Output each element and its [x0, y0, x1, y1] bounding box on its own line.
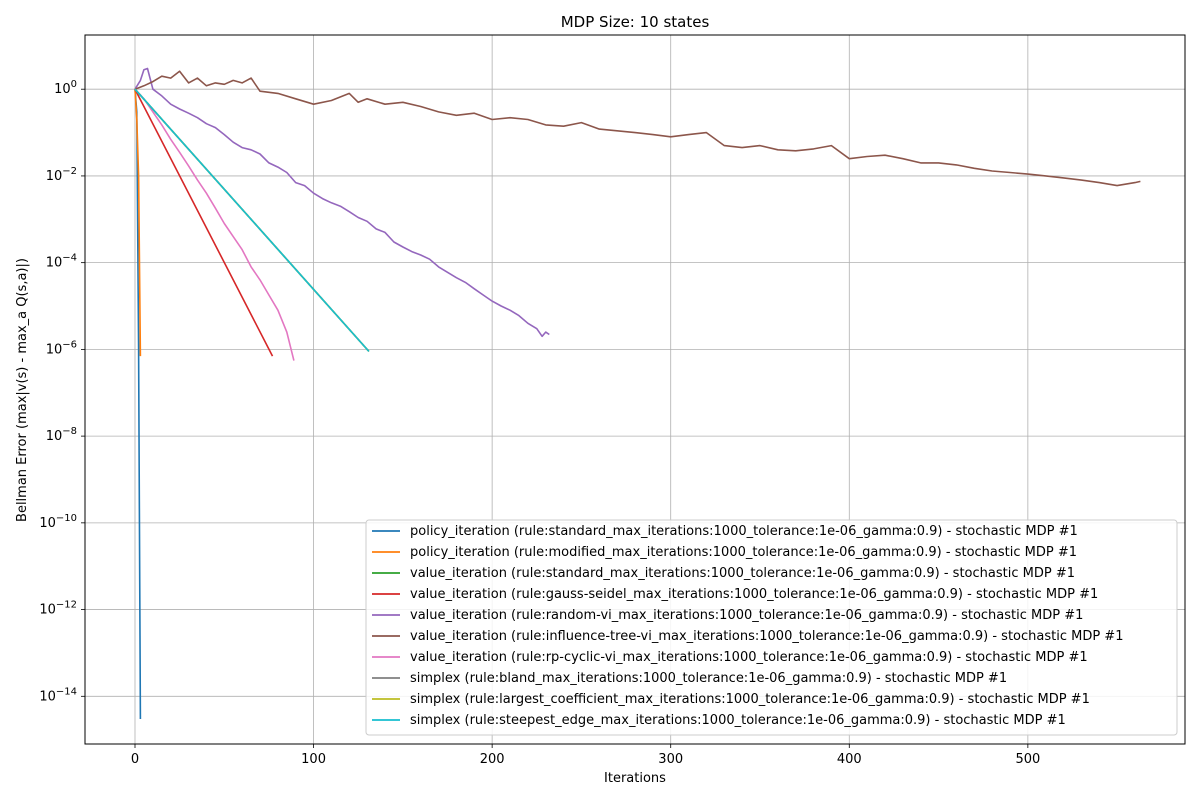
y-tick-label: 10−14	[39, 686, 77, 704]
legend-label: simplex (rule:steepest_edge_max_iteratio…	[410, 713, 1066, 728]
plot-frame	[84, 34, 1186, 745]
legend-label: simplex (rule:bland_max_iterations:1000_…	[410, 671, 1007, 686]
x-tick-label: 500	[1015, 752, 1040, 767]
series-line-4	[134, 88, 274, 357]
x-tick-label: 300	[658, 752, 683, 767]
legend-label: policy_iteration (rule:standard_max_iter…	[410, 524, 1078, 539]
x-axis-ticks: 0 100 200 300 400 500	[131, 744, 1040, 767]
legend-label: policy_iteration (rule:modified_max_iter…	[410, 545, 1077, 560]
x-tick-label: 400	[837, 752, 862, 767]
x-tick-label: 200	[480, 752, 505, 767]
series-lines	[134, 67, 1141, 720]
y-tick-label: 10−12	[39, 600, 77, 618]
y-axis-label: Bellman Error (max|v(s) - max_a Q(s,a)|)	[15, 258, 30, 522]
y-tick-label: 10−6	[46, 339, 77, 357]
legend-label: value_iteration (rule:standard_max_itera…	[410, 566, 1075, 581]
y-axis-ticks: 100 10−2 10−4 10−6 10−8 10−10 10−12 10−14	[39, 79, 85, 704]
series-line-1	[134, 89, 142, 720]
legend-label: value_iteration (rule:influence-tree-vi_…	[410, 629, 1123, 644]
x-tick-label: 100	[301, 752, 326, 767]
legend-label: value_iteration (rule:rp-cyclic-vi_max_i…	[410, 650, 1088, 665]
chart-title: MDP Size: 10 states	[561, 13, 710, 31]
legend-label: value_iteration (rule:gauss-seidel_max_i…	[410, 587, 1098, 602]
series-line-2	[134, 89, 142, 357]
y-tick-label: 10−4	[46, 253, 77, 271]
legend: policy_iteration (rule:standard_max_iter…	[365, 519, 1178, 736]
series-line-7	[134, 88, 295, 361]
y-tick-label: 10−8	[46, 426, 77, 444]
y-tick-label: 10−2	[46, 166, 77, 184]
legend-label: value_iteration (rule:random-vi_max_iter…	[410, 608, 1083, 623]
series-line-6	[134, 70, 1141, 187]
x-tick-label: 0	[131, 752, 139, 767]
legend-box	[365, 519, 1178, 736]
series-line-5	[134, 67, 550, 338]
series-line-10	[134, 88, 370, 352]
x-axis-label: Iterations	[604, 771, 666, 786]
y-tick-label: 100	[54, 79, 77, 97]
legend-label: simplex (rule:largest_coefficient_max_it…	[410, 692, 1090, 707]
y-tick-label: 10−10	[39, 513, 77, 531]
